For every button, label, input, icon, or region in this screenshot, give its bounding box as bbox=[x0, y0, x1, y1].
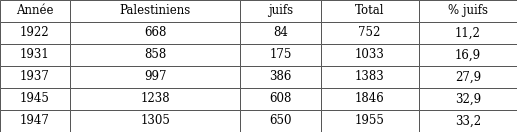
Text: 1033: 1033 bbox=[355, 48, 385, 62]
Bar bbox=[70, 22, 240, 44]
Bar bbox=[419, 110, 517, 132]
Bar bbox=[70, 44, 240, 66]
Text: 1846: 1846 bbox=[355, 93, 385, 105]
Bar bbox=[70, 110, 240, 132]
Text: 668: 668 bbox=[144, 27, 166, 39]
Bar bbox=[70, 0, 240, 22]
Bar bbox=[240, 110, 321, 132]
Text: 16,9: 16,9 bbox=[455, 48, 481, 62]
Text: 1305: 1305 bbox=[140, 114, 170, 128]
Text: Total: Total bbox=[355, 4, 385, 18]
Bar bbox=[240, 88, 321, 110]
Text: 997: 997 bbox=[144, 70, 166, 84]
Text: Palestiniens: Palestiniens bbox=[119, 4, 191, 18]
Text: % juifs: % juifs bbox=[448, 4, 488, 18]
Text: 1922: 1922 bbox=[20, 27, 50, 39]
Bar bbox=[321, 22, 419, 44]
Bar bbox=[0, 44, 70, 66]
Text: 1931: 1931 bbox=[20, 48, 50, 62]
Bar bbox=[321, 0, 419, 22]
Text: 1238: 1238 bbox=[140, 93, 170, 105]
Text: 1383: 1383 bbox=[355, 70, 385, 84]
Bar bbox=[419, 22, 517, 44]
Bar bbox=[0, 110, 70, 132]
Bar bbox=[0, 22, 70, 44]
Text: 84: 84 bbox=[273, 27, 288, 39]
Text: 175: 175 bbox=[269, 48, 292, 62]
Bar bbox=[321, 44, 419, 66]
Text: 608: 608 bbox=[269, 93, 292, 105]
Bar bbox=[321, 88, 419, 110]
Text: 33,2: 33,2 bbox=[455, 114, 481, 128]
Bar bbox=[240, 22, 321, 44]
Bar bbox=[240, 0, 321, 22]
Bar bbox=[321, 110, 419, 132]
Bar bbox=[0, 66, 70, 88]
Text: juifs: juifs bbox=[268, 4, 293, 18]
Bar bbox=[419, 88, 517, 110]
Text: 1955: 1955 bbox=[355, 114, 385, 128]
Text: 386: 386 bbox=[269, 70, 292, 84]
Text: 752: 752 bbox=[358, 27, 381, 39]
Bar bbox=[240, 66, 321, 88]
Text: 27,9: 27,9 bbox=[455, 70, 481, 84]
Bar bbox=[419, 0, 517, 22]
Text: 1947: 1947 bbox=[20, 114, 50, 128]
Bar bbox=[0, 88, 70, 110]
Bar bbox=[240, 44, 321, 66]
Text: 1945: 1945 bbox=[20, 93, 50, 105]
Bar bbox=[419, 44, 517, 66]
Bar bbox=[419, 66, 517, 88]
Text: 1937: 1937 bbox=[20, 70, 50, 84]
Bar bbox=[321, 66, 419, 88]
Bar bbox=[70, 88, 240, 110]
Bar bbox=[70, 66, 240, 88]
Text: 11,2: 11,2 bbox=[455, 27, 481, 39]
Bar bbox=[0, 0, 70, 22]
Text: 650: 650 bbox=[269, 114, 292, 128]
Text: Année: Année bbox=[16, 4, 54, 18]
Text: 32,9: 32,9 bbox=[455, 93, 481, 105]
Text: 858: 858 bbox=[144, 48, 166, 62]
